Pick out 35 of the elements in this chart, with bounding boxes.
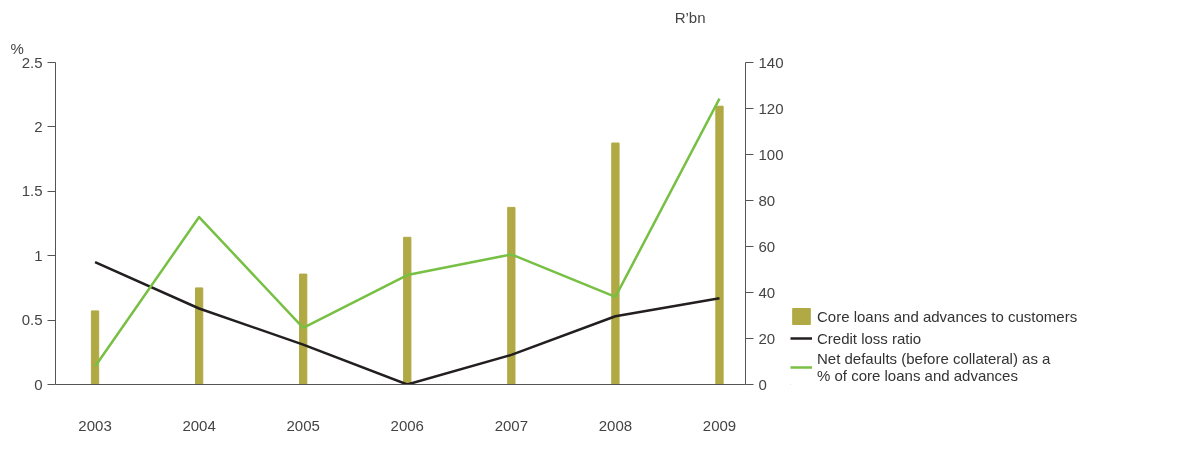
bar <box>715 105 724 385</box>
legend-label: Credit loss ratio <box>817 329 922 347</box>
y-tick-label: 2.5 <box>21 53 43 71</box>
x-tick-label: 2004 <box>182 416 216 434</box>
line-series <box>93 97 721 368</box>
y-tick-label: 0 <box>34 375 43 393</box>
bar <box>90 310 100 385</box>
y2-tick-label: 100 <box>758 145 784 163</box>
x-tick-label: 2005 <box>286 416 320 434</box>
bar <box>299 273 308 385</box>
x-tick-label: 2009 <box>702 416 737 434</box>
y-tick-label: 1 <box>34 246 43 264</box>
y2-tick-label: 120 <box>758 99 784 117</box>
y2-tick-label: 60 <box>758 237 776 255</box>
bar <box>611 142 620 385</box>
legend-label: Net defaults (before collateral) as a % of core loans and advances <box>817 350 1051 384</box>
x-tick-label: 2003 <box>78 416 112 434</box>
y-axis-title: % <box>10 39 24 57</box>
y-tick-label: 0.5 <box>21 311 43 329</box>
y2-tick-label: 40 <box>758 283 776 301</box>
x-tick-label: 2006 <box>390 416 424 434</box>
y2-tick-label: 20 <box>758 329 776 347</box>
y2-tick-label: 80 <box>758 191 776 209</box>
line-series <box>93 260 721 385</box>
x-tick-label: 2007 <box>494 416 529 434</box>
y-tick-label: 1.5 <box>21 182 43 200</box>
legend-label: Core loans and advances to customers <box>817 307 1078 325</box>
y2-tick-label: 0 <box>758 375 767 393</box>
bar <box>403 236 412 385</box>
y2-tick-label: 140 <box>758 53 784 71</box>
bar <box>194 287 204 385</box>
bar <box>507 206 516 385</box>
y2-axis-title: R’bn <box>674 8 706 26</box>
x-tick-label: 2008 <box>598 416 633 434</box>
y-tick-label: 2 <box>34 117 43 135</box>
